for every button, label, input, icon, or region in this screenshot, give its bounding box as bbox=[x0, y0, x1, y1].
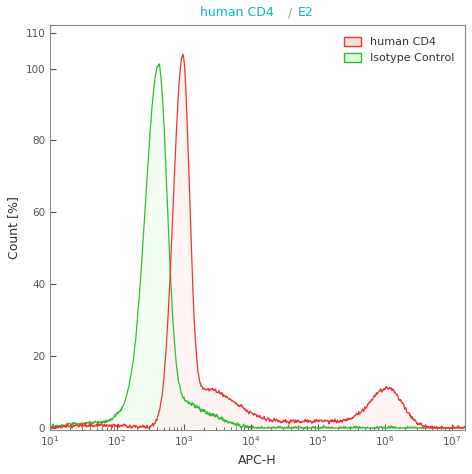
Y-axis label: Count [%]: Count [%] bbox=[7, 196, 20, 259]
Text: E2: E2 bbox=[297, 6, 313, 19]
Text: /: / bbox=[284, 6, 296, 19]
X-axis label: APC-H: APC-H bbox=[238, 454, 277, 467]
Legend: human CD4, Isotype Control: human CD4, Isotype Control bbox=[338, 31, 460, 69]
Text: human CD4: human CD4 bbox=[200, 6, 274, 19]
